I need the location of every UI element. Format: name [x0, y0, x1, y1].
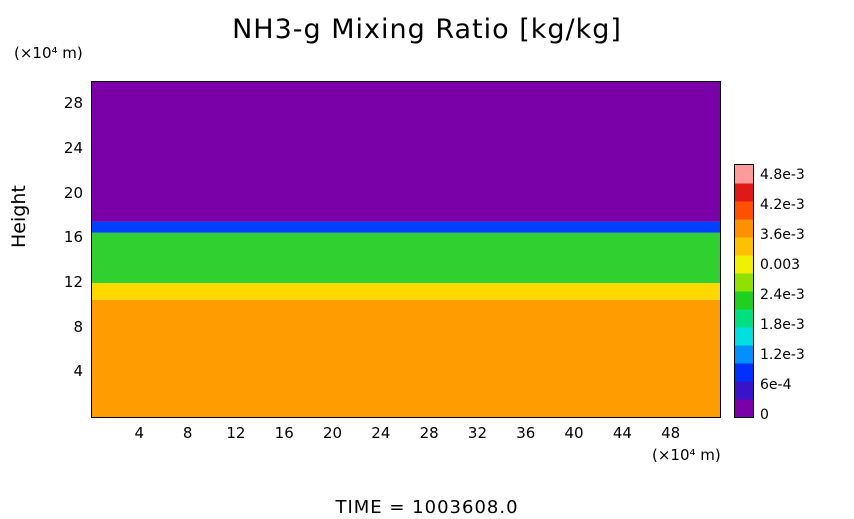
y-tick-label: 28: [63, 94, 83, 113]
colorbar-tick-label: 1.8e-3: [760, 317, 805, 333]
colorbar-swatch: [735, 219, 753, 238]
field-layer-3: [92, 221, 720, 233]
x-tick-label: 4: [134, 424, 145, 442]
x-tick-label: 12: [226, 424, 246, 442]
x-tick-label: 16: [274, 424, 294, 442]
y-tick-label: 8: [73, 317, 83, 336]
colorbar-swatch: [735, 363, 753, 382]
colorbar-swatch: [735, 291, 753, 310]
colorbar-swatch: [735, 201, 753, 220]
x-tick-label: 24: [371, 424, 391, 442]
colorbar-tick-label: 0: [760, 407, 769, 423]
y-tick-label: 24: [63, 139, 83, 157]
colorbar-swatch: [735, 345, 753, 364]
y-tick-label: 16: [63, 228, 83, 247]
colorbar-swatch: [735, 309, 753, 328]
field-layer-2: [92, 232, 720, 283]
field-layer-1: [92, 283, 720, 300]
y-tick-label: 4: [73, 362, 83, 381]
colorbar-swatch: [735, 399, 753, 418]
time-readout: TIME = 1003608.0: [335, 497, 519, 518]
x-tick-label: 36: [516, 424, 536, 442]
x-tick-label: 8: [182, 424, 193, 442]
x-tick-label: 20: [322, 424, 343, 442]
colorbar-tick-label: 4.8e-3: [760, 167, 805, 183]
y-tick-label: 12: [63, 273, 83, 291]
colorbar-tick-label: 6e-4: [760, 377, 792, 393]
colorbar-swatch: [735, 165, 753, 184]
heatmap-field: [92, 82, 720, 417]
field-layer-4: [92, 82, 720, 222]
chart-title: NH3-g Mixing Ratio [kg/kg]: [232, 14, 622, 45]
x-tick-label: 40: [564, 424, 584, 442]
colorbar-tick-label: 1.2e-3: [760, 347, 805, 363]
colorbar-tick-label: 0.003: [760, 257, 801, 273]
colorbar-swatch: [735, 273, 753, 292]
colorbar-tick-label: 3.6e-3: [760, 227, 805, 243]
colorbar-swatch: [735, 327, 753, 346]
field-layer-0: [92, 299, 720, 417]
colorbar-swatch: [735, 255, 753, 274]
colorbar-tick-label: 2.4e-3: [760, 287, 805, 303]
y-tick-label: 20: [63, 183, 83, 202]
x-tick-label: 32: [467, 424, 487, 442]
colorbar-swatch: [735, 183, 753, 202]
x-tick-label: 44: [612, 424, 632, 442]
x-tick-label: 48: [661, 424, 681, 442]
y-axis-label-wrap: Height: [8, 168, 30, 248]
y-axis-label: Height: [8, 185, 30, 248]
x-tick-label: 28: [419, 424, 439, 442]
colorbar-tick-label: 4.2e-3: [760, 197, 805, 213]
colorbar-gradient: [735, 165, 753, 418]
colorbar-swatch: [735, 237, 753, 256]
y-axis-unit: (×10⁴ m): [14, 44, 83, 62]
plot-area: [91, 81, 721, 418]
colorbar-swatch: [735, 381, 753, 400]
x-axis-unit: (×10⁴ m): [652, 446, 721, 464]
colorbar: [734, 164, 754, 418]
